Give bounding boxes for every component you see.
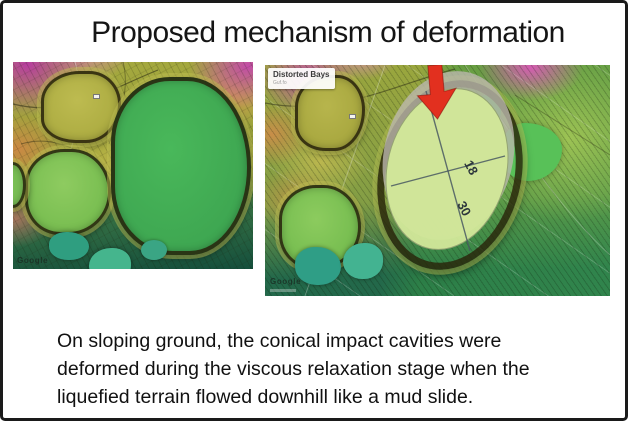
google-watermark: Google [270,277,302,286]
red-arrow-icon [416,65,457,120]
pond-teal-3 [141,240,167,260]
caption-line: liquefied terrain flowed downhill like a… [57,386,474,408]
legend-subtitle: Guf.fo [273,80,287,86]
bay-olive-topleft [41,71,121,143]
google-watermark: Google [17,256,49,265]
caption-line: On sloping ground, the conical impact ca… [57,330,502,352]
caption-line: deformed during the viscous relaxation s… [57,358,530,380]
imagery-attribution-smudge [270,289,296,292]
legend-title: Distorted Bays [273,70,330,79]
pond-teal-1 [295,247,341,285]
legend-box: Distorted Bays Guf.fo [268,68,336,89]
map-pin-marker [349,114,356,119]
lidar-map-distorted: 18 30 Distorted Bays Guf.fo Google [265,65,610,296]
bay-green-midleft [25,149,111,235]
lidar-map-original: Google [13,62,253,269]
measurement-axes [390,65,506,252]
pond-teal-2 [89,248,131,269]
bay-green-large [111,77,251,255]
map-pin-marker [93,94,100,99]
caption: On sloping ground, the conical impact ca… [57,327,530,411]
slide-title: Proposed mechanism of deformation [91,16,565,49]
pond-teal-2 [343,243,383,279]
pond-teal-1 [49,232,89,260]
